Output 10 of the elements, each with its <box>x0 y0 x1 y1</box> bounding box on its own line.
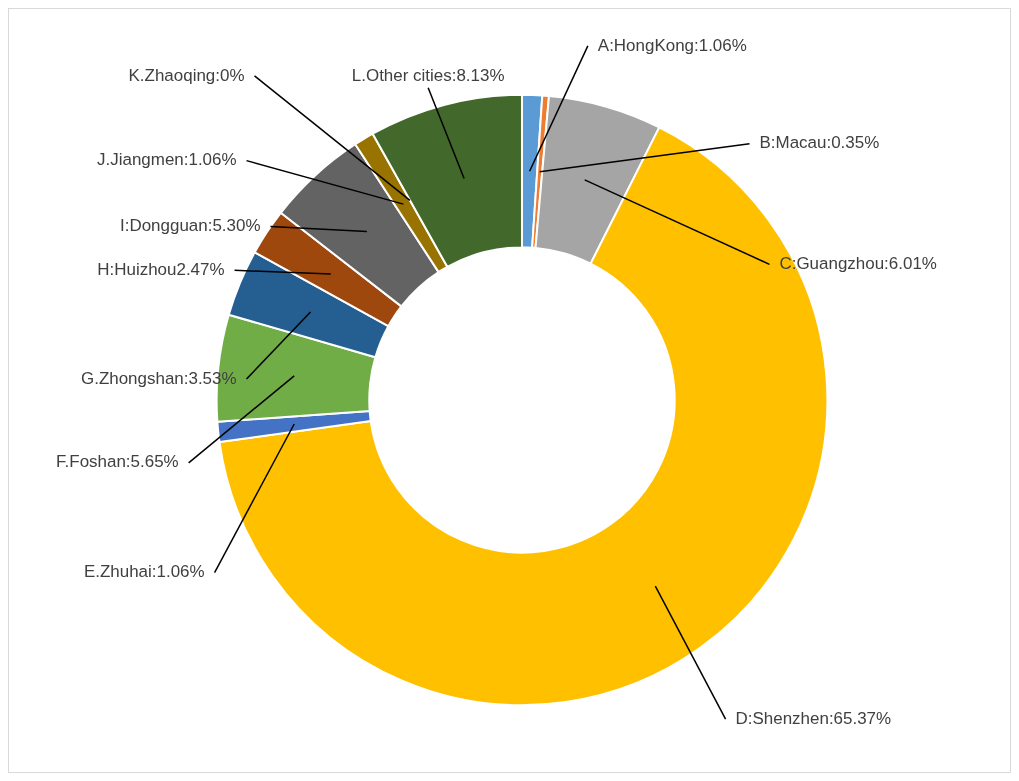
slice-label: J.Jiangmen:1.06% <box>97 150 237 170</box>
slice-label: H:Huizhou2.47% <box>97 259 225 279</box>
slice-label: D:Shenzhen:65.37% <box>735 708 892 728</box>
slice-label: E.Zhuhai:1.06% <box>83 562 205 582</box>
slice-label: L.Other cities:8.13% <box>351 65 505 85</box>
slice-label: A:HongKong:1.06% <box>597 35 747 55</box>
slice-label: F.Foshan:5.65% <box>56 452 179 472</box>
category-label: K.Zhaoqing:0% <box>128 65 245 85</box>
slice-label: B:Macau:0.35% <box>759 133 880 153</box>
slice-label: I:Dongguan:5.30% <box>120 216 261 236</box>
